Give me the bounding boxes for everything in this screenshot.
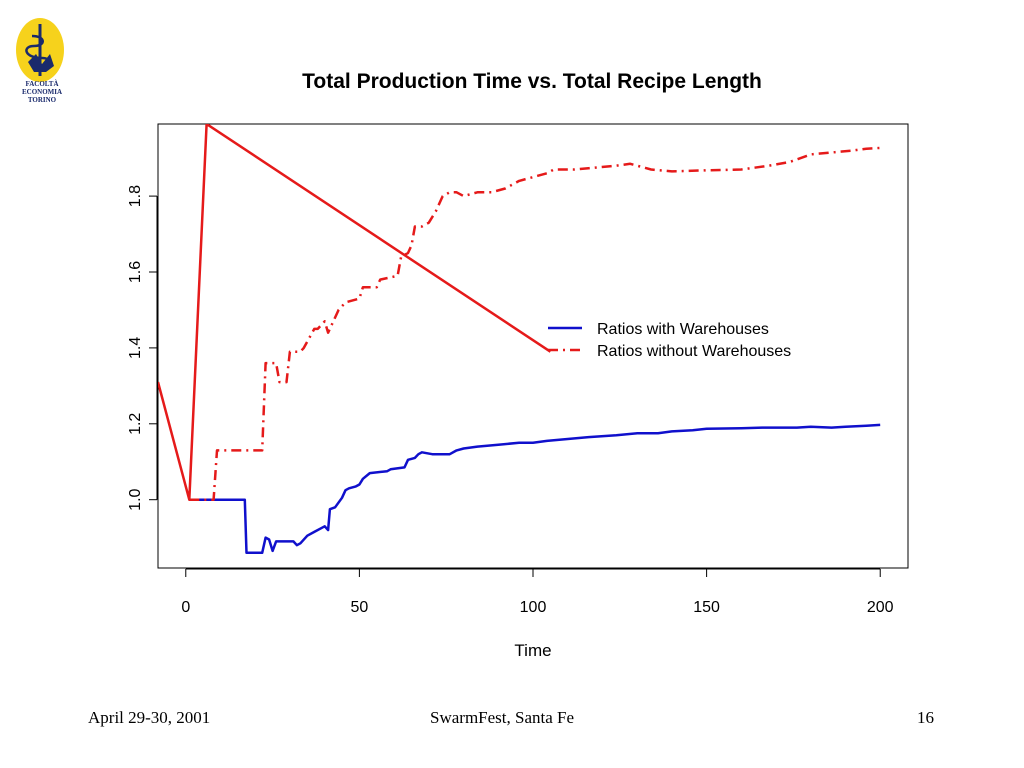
x-tick-label: 50 bbox=[350, 599, 368, 616]
x-tick-label: 0 bbox=[181, 599, 190, 616]
y-tick-label: 1.4 bbox=[127, 337, 144, 359]
logo-line-3: TORINO bbox=[27, 96, 57, 104]
y-tick-label: 1.2 bbox=[127, 413, 144, 435]
chart-title: Total Production Time vs. Total Recipe L… bbox=[302, 70, 762, 93]
plot-frame bbox=[157, 123, 909, 569]
series-line-1 bbox=[189, 423, 881, 555]
x-axis: 0 50 100 150 200 bbox=[181, 568, 894, 616]
series-layer bbox=[158, 124, 881, 555]
x-tick-label: 100 bbox=[520, 599, 547, 616]
legend: Ratios with Warehouses Ratios without War… bbox=[548, 321, 791, 360]
footer-date: April 29-30, 2001 bbox=[88, 708, 211, 727]
series-line-2 bbox=[189, 146, 881, 501]
faculty-emblem-icon bbox=[16, 18, 64, 82]
y-tick-label: 1.8 bbox=[127, 185, 144, 207]
logo-caption: FACOLTÀ ECONOMIA TORINO bbox=[4, 80, 80, 104]
y-tick-label: 1.6 bbox=[127, 261, 144, 283]
footer-event: SwarmFest, Santa Fe bbox=[430, 708, 575, 727]
emblem-wings bbox=[28, 54, 54, 72]
line-chart: Total Production Time vs. Total Recipe L… bbox=[127, 70, 909, 660]
x-axis-label: Time bbox=[514, 641, 551, 660]
x-tick-label: 200 bbox=[867, 599, 894, 616]
x-tick-label: 150 bbox=[693, 599, 720, 616]
footer-page-number: 16 bbox=[917, 708, 934, 727]
y-axis: 1.0 1.2 1.4 1.6 1.8 bbox=[127, 185, 158, 511]
plot-border bbox=[157, 123, 909, 569]
logo-line-2: ECONOMIA bbox=[21, 88, 63, 96]
y-tick-label: 1.0 bbox=[127, 488, 144, 510]
series-line-3 bbox=[158, 124, 552, 501]
legend-label-2: Ratios without Warehouses bbox=[597, 343, 791, 360]
legend-label-1: Ratios with Warehouses bbox=[597, 321, 769, 338]
logo-line-1: FACOLTÀ bbox=[25, 80, 59, 88]
